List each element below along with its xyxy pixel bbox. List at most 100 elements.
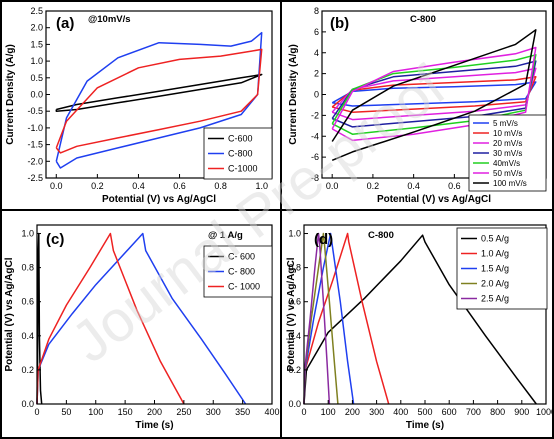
panel-a-series-line-1 [55, 73, 263, 112]
panel-b-y-tick-label: 0 [314, 90, 319, 100]
panel-d-x-tick-label: 0 [301, 407, 306, 417]
panel-b-series-line-3 [331, 67, 537, 121]
panel-a-y-tick-label: -1.5 [27, 140, 43, 150]
panel-a-y-tick-label: 0.0 [30, 90, 43, 100]
panel-b-y-tick-label: 6 [314, 27, 319, 37]
panel-d-series-line-2 [303, 232, 390, 405]
panel-a-series-line-3 [55, 48, 263, 154]
panel-c-legend-label: C- 1000 [228, 282, 260, 292]
panel-b-annotation: C-800 [410, 14, 436, 25]
panel-d-x-tick-label: 400 [393, 407, 408, 417]
panel-d-legend-label: 2.0 A/g [481, 279, 509, 289]
panel-d-y-tick-label: 0.0 [288, 399, 301, 409]
panel-c-y-tick-label: 1.0 [21, 229, 34, 239]
panel-a-y-tick-label: -2.5 [27, 173, 43, 183]
panel-b-y-tick-label: 8 [314, 6, 319, 16]
panel-b-x-axis-label: Potential (V) vs Ag/AgCl [377, 194, 491, 205]
panel-d-legend-label: 1.0 A/g [481, 249, 509, 259]
panel-b-y-tick-label: -2 [311, 110, 319, 120]
panel-a-y-tick-label: 2.5 [30, 6, 43, 16]
panel-c-legend-label: C- 600 [228, 252, 255, 262]
panel-a: 0.0 0.2 0.4 0.6 0.8 1.0 -2.5 -2.0 -1.5 -1.0 -0.5 0.… [5, 6, 273, 205]
panel-d-y-tick-label: 0.2 [288, 365, 301, 375]
panel-a-x-tick-label: 0.6 [173, 181, 186, 191]
panel-c-legend-label: C- 800 [228, 267, 255, 277]
panel-c-y-tick-label: 0.2 [21, 365, 34, 375]
panel-a-x-tick-label: 0.8 [214, 181, 227, 191]
panel-b-legend-label: 100 mV/s [493, 179, 527, 188]
panel-d-y-tick-label: 0.4 [288, 331, 301, 341]
panel-a-legend-label: C-1000 [228, 164, 258, 174]
panel-d-annotation: C-800 [368, 230, 394, 241]
panel-d-legend-label: 2.5 A/g [481, 294, 509, 304]
panel-d-legend-label: 0.5 A/g [481, 234, 509, 244]
panel-c-series-line-2 [36, 232, 247, 405]
panel-c-y-tick-label: 0.6 [21, 297, 34, 307]
panel-a-series-line-2 [55, 31, 263, 169]
panel-d-x-tick-label: 600 [442, 407, 457, 417]
panel-b-legend-label: 30 mV/s [493, 149, 522, 158]
panel-d-legend-label: 1.5 A/g [481, 264, 509, 274]
panel-d-series-line-1 [303, 234, 537, 405]
panel-a-x-tick-label: 0.4 [132, 181, 145, 191]
panel-b-y-tick-label: -8 [311, 173, 319, 183]
panel-b-legend-label: 40mV/s [493, 159, 520, 168]
panel-b-series-line-6 [331, 46, 537, 142]
panel-a-x-tick-label: 1.0 [255, 181, 268, 191]
panel-b-x-tick-label: 0.0 [326, 181, 339, 191]
panel-b-y-tick-label: -4 [311, 131, 319, 141]
panel-b-y-axis-label: Current Density (A/g) [288, 44, 299, 145]
panel-c-x-tick-label: 150 [118, 407, 133, 417]
panel-b-series-line-7 [331, 29, 537, 161]
panel-d-y-axis-label: Potential (V) vs Ag/AgCl [286, 257, 297, 371]
panel-d-letter-label: (d) [314, 231, 333, 248]
panel-d-x-tick-label: 200 [345, 407, 360, 417]
panel-d-y-tick-label: 0.8 [288, 263, 301, 273]
panel-b-letter-label: (b) [330, 15, 349, 32]
panel-d-series-group [303, 232, 537, 405]
panel-a-series-group [55, 31, 263, 169]
panel-d-x-tick-label: 800 [490, 407, 505, 417]
panel-d-x-axis-label: Time (s) [406, 420, 444, 431]
panel-a-y-tick-label: 2.0 [30, 23, 43, 33]
panel-b-legend-label: 5 mV/s [493, 119, 518, 128]
panel-c-x-tick-label: 50 [61, 407, 71, 417]
panel-a-annotation: @10mV/s [88, 14, 131, 25]
panel-b-series-group [331, 29, 537, 161]
panel-d-x-tick-label: 700 [466, 407, 481, 417]
panel-a-y-tick-label: 1.0 [30, 56, 43, 66]
panel-b-y-tick-label: 2 [314, 69, 319, 79]
panel-d-x-tick-label: 1000 [536, 407, 554, 417]
panel-c-y-tick-label: 0.4 [21, 331, 34, 341]
panel-b-x-tick-label: 0.2 [367, 181, 380, 191]
panel-b-series-line-2 [331, 76, 537, 113]
panel-a-y-tick-label: -1.0 [27, 123, 43, 133]
panel-a-legend-label: C-800 [228, 149, 253, 159]
panel-c-y-axis-label: Potential (V) vs Ag/AgCl [4, 257, 15, 371]
panel-a-y-tick-label: -0.5 [27, 106, 43, 116]
panel-d-x-tick-label: 300 [369, 407, 384, 417]
panel-a-y-axis-label: Current Density (A/g) [5, 44, 16, 145]
panel-c-x-tick-label: 250 [176, 407, 191, 417]
panel-a-x-axis-label: Potential (V) vs Ag/AgCl [102, 194, 216, 205]
panel-c-x-axis-label: Time (s) [135, 420, 173, 431]
panel-d-x-tick-label: 900 [514, 407, 529, 417]
panel-c-series-line-3 [36, 232, 185, 405]
panel-a-legend-label: C-600 [228, 134, 253, 144]
panel-d-y-tick-label: 1.0 [288, 229, 301, 239]
panel-d-series-line-5 [303, 232, 331, 405]
panel-c-x-tick-label: 200 [147, 407, 162, 417]
panel-a-letter-label: (a) [56, 15, 74, 32]
panel-a-x-tick-label: 0.2 [91, 181, 104, 191]
panel-c-y-tick-label: 0.8 [21, 263, 34, 273]
panel-b-y-tick-label: -6 [311, 152, 319, 162]
panel-b-legend-label: 20 mV/s [493, 139, 522, 148]
panel-b-legend-label: 10 mV/s [493, 129, 522, 138]
panel-c: 0 50 100 150 200 250 300 350 400 0.0 0.2 0.4 0.6 0.8 1… [4, 224, 280, 431]
panel-b-series-line-4 [331, 60, 537, 128]
panel-a-y-tick-label: 1.5 [30, 39, 43, 49]
panel-a-x-tick-label: 0.0 [50, 181, 63, 191]
